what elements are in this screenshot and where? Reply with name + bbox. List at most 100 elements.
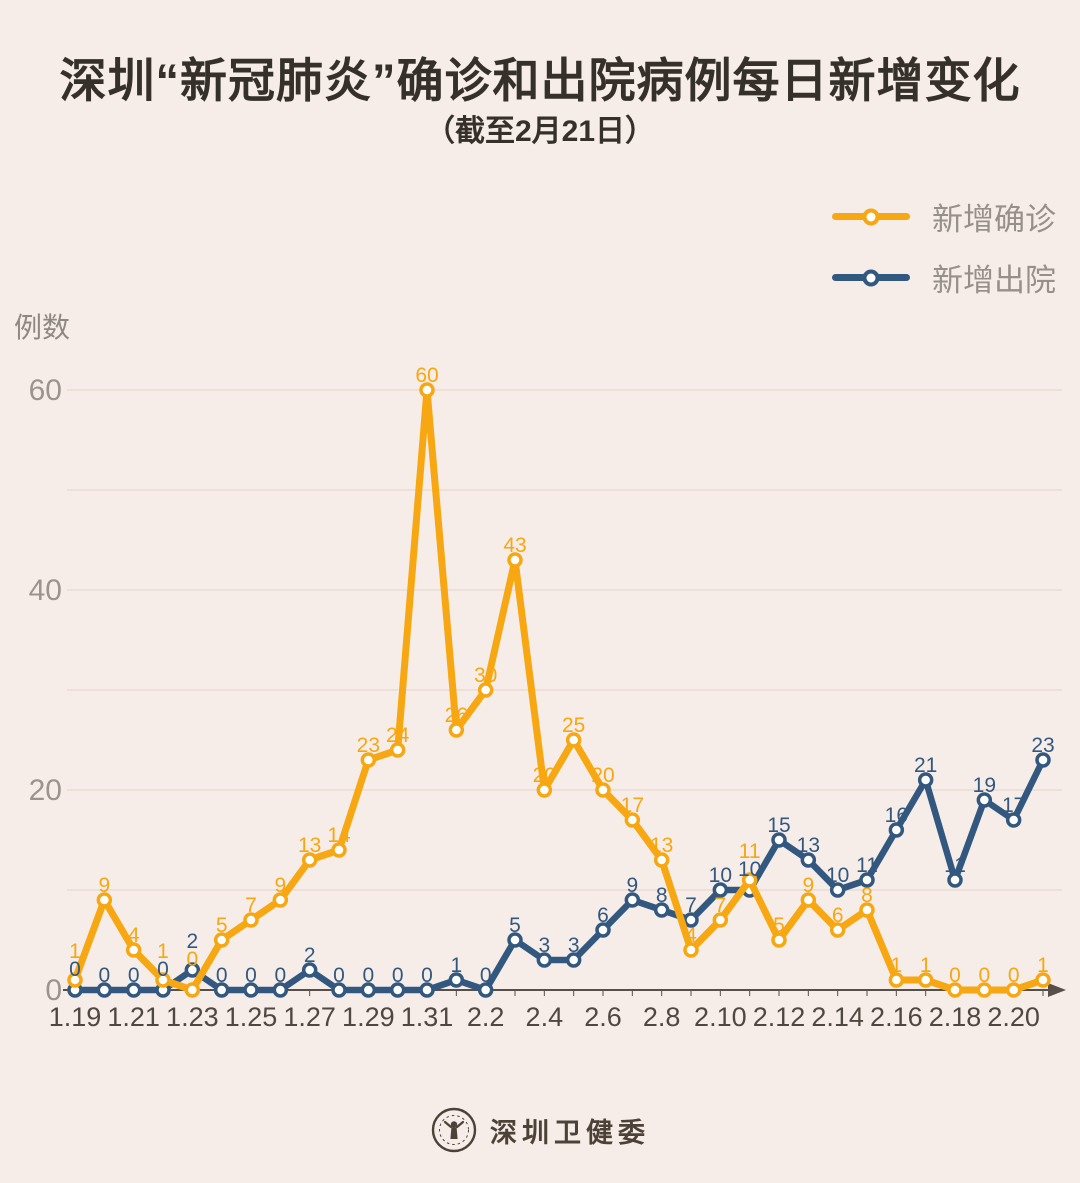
confirmed-value-label: 9 bbox=[98, 874, 110, 897]
confirmed-value-label: 5 bbox=[216, 914, 228, 937]
confirmed-value-label: 17 bbox=[621, 794, 644, 817]
x-tick-label: 1.31 bbox=[401, 1002, 454, 1032]
confirmed-data-point bbox=[536, 782, 553, 798]
discharged-data-point bbox=[360, 982, 377, 998]
discharged-value-label: 2 bbox=[304, 944, 316, 967]
confirmed-data-point bbox=[565, 732, 582, 748]
discharged-value-label: 11 bbox=[856, 854, 878, 877]
discharged-dot-icon bbox=[862, 269, 880, 286]
discharged-data-point bbox=[96, 982, 113, 998]
confirmed-value-label: 4 bbox=[685, 924, 697, 947]
discharged-value-label: 3 bbox=[538, 934, 550, 957]
footer-source-label: 深圳卫健委 bbox=[490, 1117, 650, 1148]
x-tick-label: 2.2 bbox=[467, 1002, 505, 1032]
discharged-value-label: 15 bbox=[767, 814, 790, 837]
discharged-data-point bbox=[213, 982, 230, 998]
discharged-data-point bbox=[536, 952, 553, 968]
discharged-data-point bbox=[595, 922, 611, 938]
confirmed-dot-icon bbox=[862, 208, 880, 225]
confirmed-value-label: 0 bbox=[186, 948, 198, 971]
discharged-data-point bbox=[829, 882, 846, 898]
confirmed-value-label: 5 bbox=[773, 914, 785, 937]
page-subtitle: （截至2月21日） bbox=[424, 115, 656, 148]
confirmed-data-point bbox=[683, 942, 699, 958]
discharged-data-point bbox=[243, 982, 259, 998]
discharged-data-point bbox=[565, 952, 582, 968]
legend-item-confirmed: 新增确诊 bbox=[832, 194, 1056, 239]
discharged-value-label: 16 bbox=[885, 804, 908, 827]
x-tick-label: 1.23 bbox=[166, 1002, 219, 1032]
discharged-value-label: 5 bbox=[509, 914, 521, 937]
discharged-data-point bbox=[389, 982, 406, 998]
discharged-data-point bbox=[1005, 812, 1022, 828]
discharged-data-point bbox=[917, 772, 934, 788]
confirmed-value-label: 7 bbox=[714, 894, 726, 917]
confirmed-value-label: 26 bbox=[445, 704, 468, 727]
discharged-value-label: 0 bbox=[157, 958, 169, 981]
discharged-data-point bbox=[859, 872, 875, 888]
confirmed-value-label: 23 bbox=[357, 734, 380, 757]
confirmed-value-label: 30 bbox=[474, 664, 497, 687]
confirmed-series-line bbox=[71, 386, 1047, 994]
y-tick-label: 20 bbox=[29, 774, 62, 807]
x-tick-label: 2.12 bbox=[753, 1002, 806, 1032]
x-tick-label: 2.14 bbox=[811, 1002, 864, 1032]
y-axis-title: 例数 bbox=[14, 312, 71, 343]
confirmed-value-label: 13 bbox=[298, 834, 321, 857]
confirmed-data-point bbox=[184, 982, 201, 998]
x-tick-label: 2.16 bbox=[870, 1002, 923, 1032]
discharged-value-label: 19 bbox=[973, 774, 996, 797]
x-tick-label: 1.25 bbox=[225, 1002, 278, 1032]
x-tick-label: 1.19 bbox=[49, 1002, 102, 1032]
discharged-data-point bbox=[653, 902, 670, 918]
discharged-value-label: 0 bbox=[216, 964, 228, 987]
confirmed-data-point bbox=[243, 912, 259, 928]
discharged-data-point bbox=[976, 792, 993, 808]
confirmed-data-point bbox=[771, 932, 787, 948]
confirmed-data-point bbox=[888, 972, 905, 988]
x-tick-label: 2.4 bbox=[526, 1002, 564, 1032]
discharged-value-label: 7 bbox=[685, 894, 697, 917]
discharged-value-label: 3 bbox=[568, 934, 580, 957]
discharged-data-point bbox=[683, 912, 699, 928]
confirmed-value-label: 0 bbox=[949, 964, 961, 987]
discharged-data-point bbox=[947, 872, 963, 888]
confirmed-value-label: 9 bbox=[274, 874, 286, 897]
confirmed-data-point bbox=[859, 902, 875, 918]
confirmed-value-label: 11 bbox=[739, 840, 761, 863]
x-tick-label: 2.20 bbox=[987, 1002, 1040, 1032]
discharged-value-label: 0 bbox=[421, 964, 433, 987]
discharged-value-label: 0 bbox=[333, 964, 345, 987]
discharged-value-label: 0 bbox=[98, 964, 110, 987]
confirmed-data-point bbox=[624, 812, 641, 828]
confirmed-data-point bbox=[947, 982, 963, 998]
legend-label-discharged: 新增出院 bbox=[932, 263, 1056, 298]
confirmed-value-label: 1 bbox=[69, 940, 81, 963]
y-tick-label: 60 bbox=[29, 374, 62, 407]
discharged-value-label: 0 bbox=[392, 964, 404, 987]
confirmed-value-label: 9 bbox=[802, 874, 814, 897]
x-tick-label: 1.21 bbox=[107, 1002, 160, 1032]
confirmed-value-label: 0 bbox=[978, 964, 990, 987]
confirmed-data-point bbox=[213, 932, 230, 948]
confirmed-value-label: 6 bbox=[832, 904, 844, 927]
confirmed-data-point bbox=[389, 742, 406, 758]
confirmed-value-label: 1 bbox=[1037, 954, 1049, 977]
confirmed-value-label: 13 bbox=[650, 834, 673, 857]
health-commission-logo-icon bbox=[431, 1107, 477, 1153]
discharged-data-point bbox=[184, 962, 201, 978]
confirmed-data-point bbox=[976, 982, 993, 998]
confirmed-data-point bbox=[419, 382, 435, 398]
x-tick-label: 1.29 bbox=[342, 1002, 395, 1032]
discharged-data-point bbox=[712, 882, 729, 898]
discharged-data-point bbox=[771, 832, 787, 848]
discharged-value-label: 2 bbox=[186, 930, 198, 953]
confirmed-data-point bbox=[331, 842, 347, 858]
confirmed-data-point bbox=[96, 892, 113, 908]
confirmed-data-point bbox=[741, 872, 758, 888]
x-tick-label: 2.10 bbox=[694, 1002, 747, 1032]
discharged-data-point bbox=[1035, 752, 1051, 768]
discharged-value-label: 9 bbox=[626, 874, 638, 897]
confirmed-value-label: 20 bbox=[591, 764, 614, 787]
